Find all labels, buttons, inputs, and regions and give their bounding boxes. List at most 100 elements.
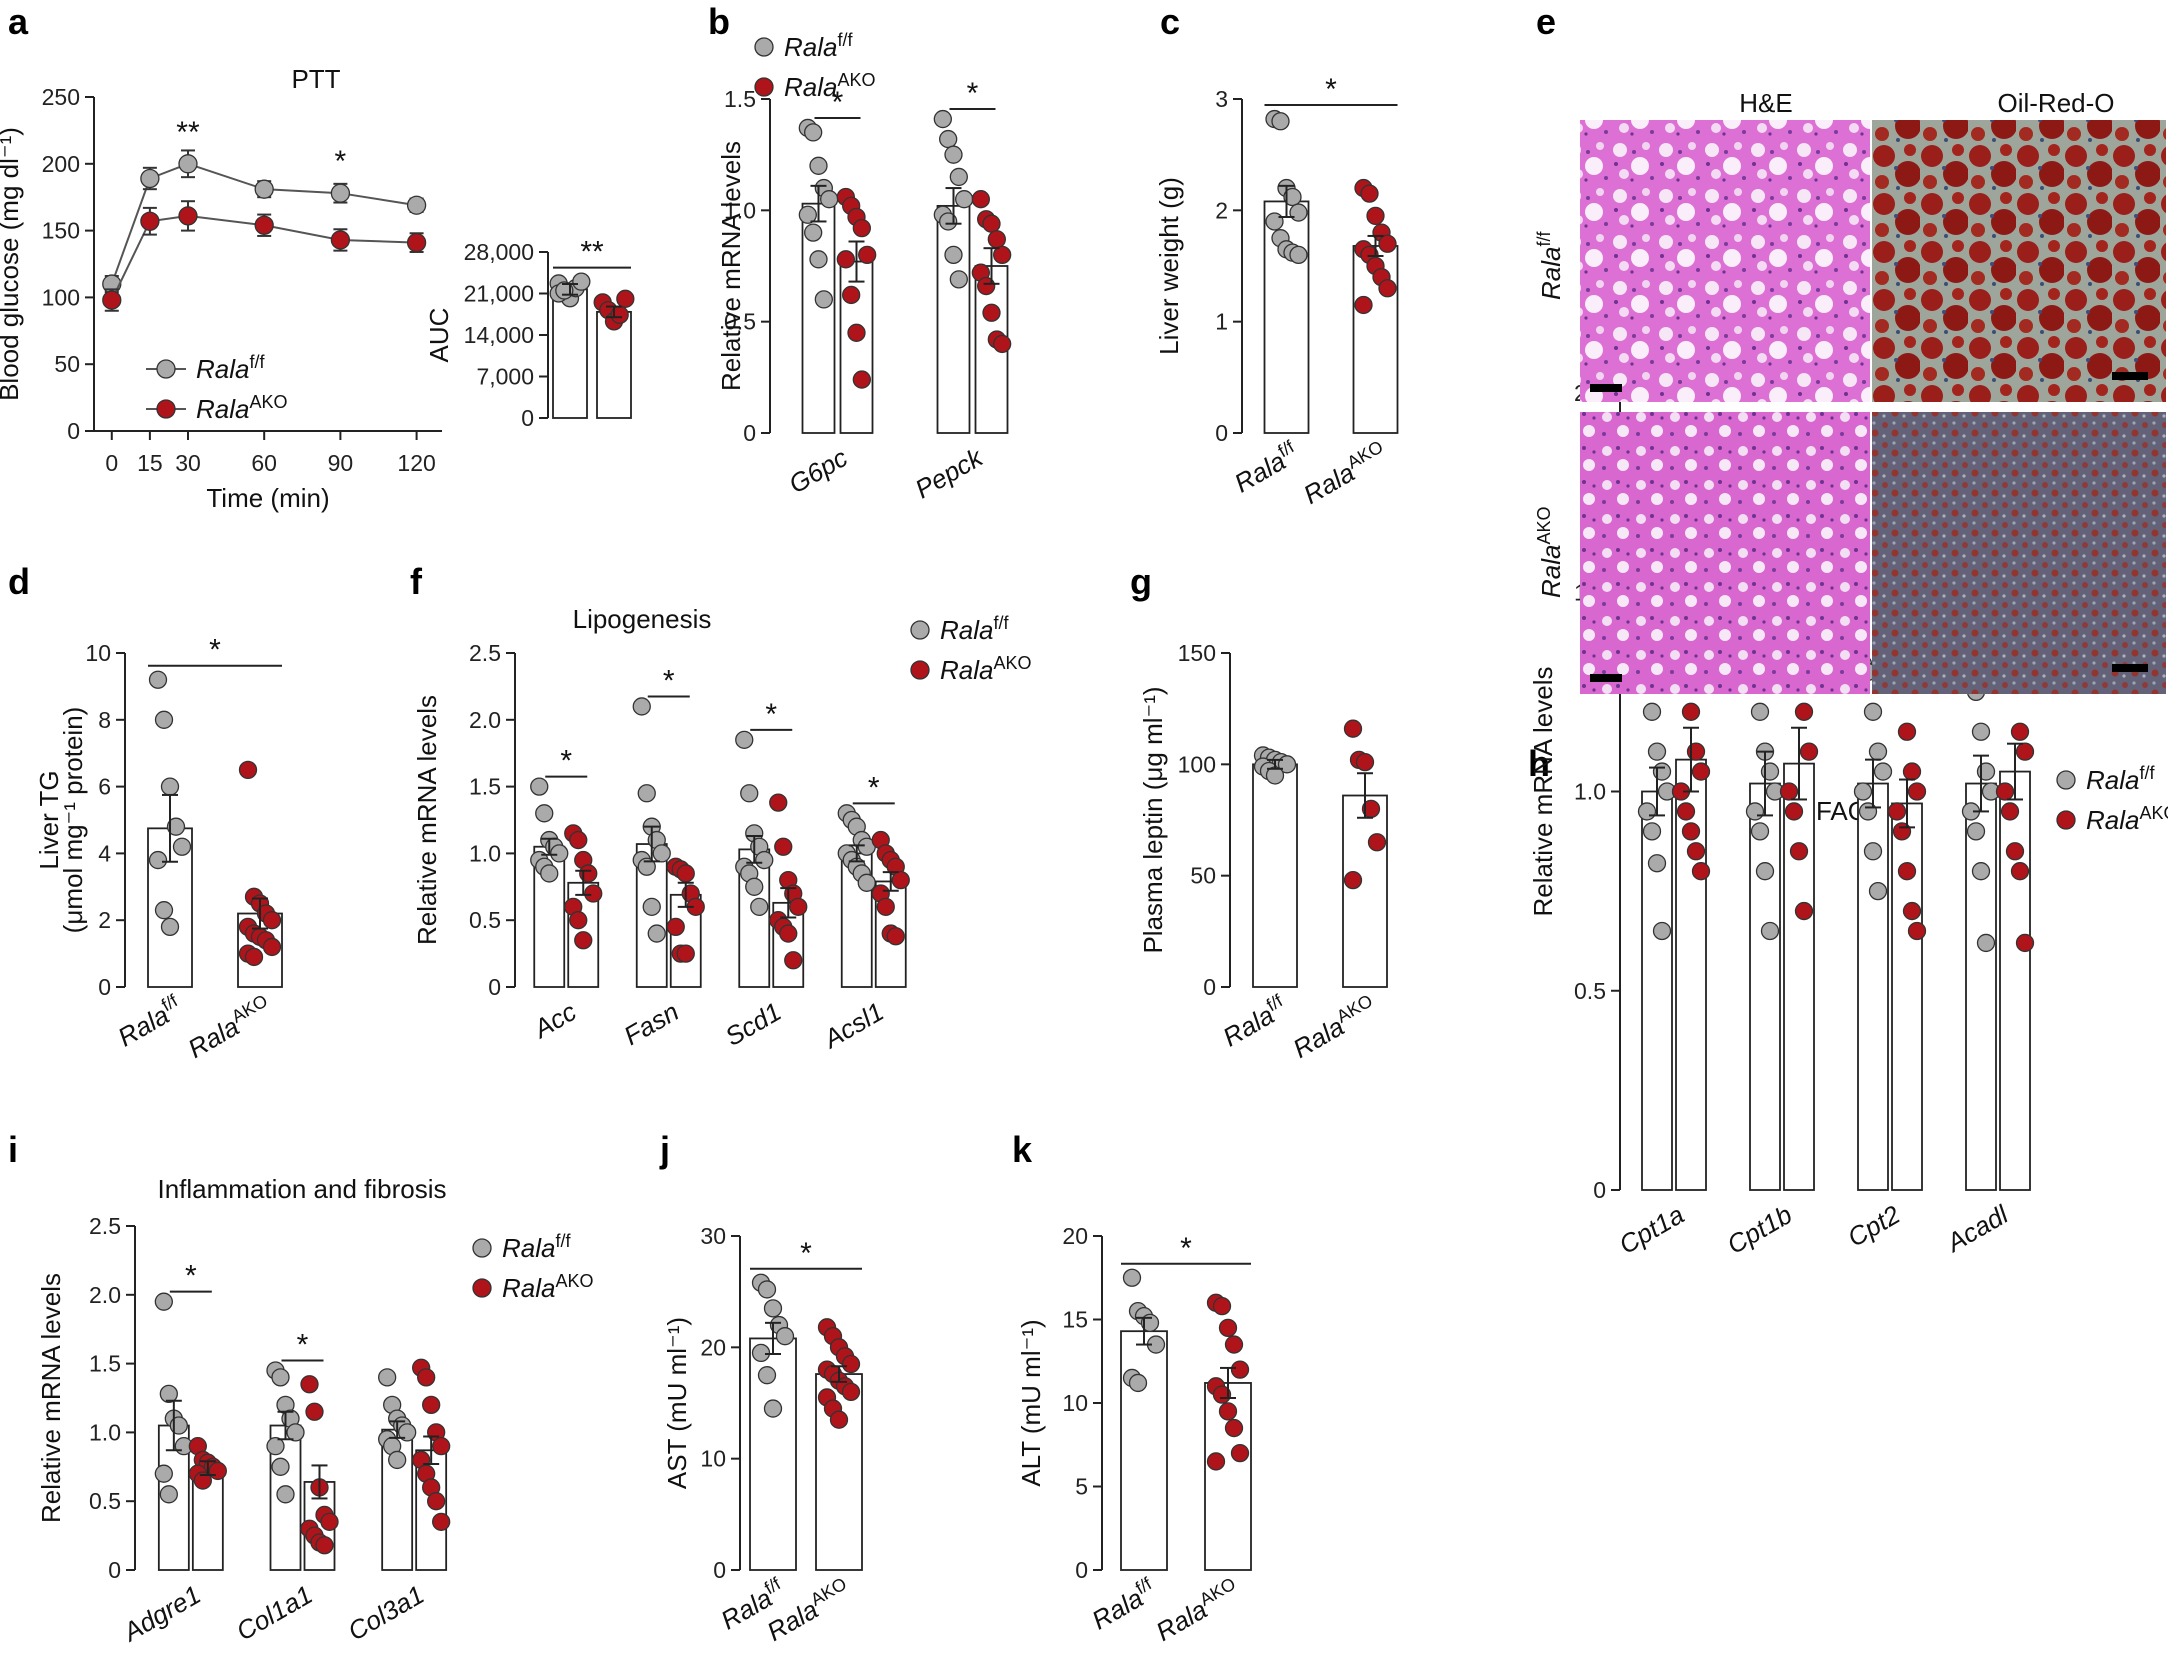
data-point [647, 924, 666, 943]
x-tick-label: 120 [397, 450, 435, 476]
significance-star: * [1180, 1232, 1192, 1265]
significance-star: * [663, 664, 675, 697]
data-point [1343, 719, 1363, 738]
data-point [933, 109, 952, 129]
data-point [1230, 1443, 1250, 1463]
data-point [159, 1384, 178, 1404]
data-point [993, 245, 1012, 265]
data-point [432, 1437, 451, 1456]
bar [1891, 802, 1923, 1191]
chart-g: g 0 50 100 150 Plasma leptin (μg ml⁻¹) Ralaf/f… [1130, 561, 1388, 1064]
scale-bar [1590, 674, 1622, 682]
data-point [266, 1437, 285, 1456]
data-point [1218, 1402, 1238, 1421]
legend-label: RalaAKO [196, 392, 288, 424]
data-point [1760, 921, 1780, 941]
data-point [1902, 901, 1922, 921]
data-point [809, 156, 828, 175]
series-line [110, 162, 417, 285]
data-point [1283, 187, 1302, 207]
legend-label: Ralaf/f [502, 1231, 571, 1263]
scale-bar [1590, 384, 1622, 392]
y-tick-label: 0 [521, 405, 534, 431]
y-tick-label: 0.5 [89, 1488, 121, 1514]
x-tick-label: 60 [251, 450, 277, 476]
data-point [1907, 782, 1927, 801]
data-point [841, 1354, 861, 1374]
legend-label: Ralaf/f [196, 352, 265, 384]
y-tick-label: 150 [42, 218, 80, 244]
category-label: Acadl [1940, 1199, 2014, 1259]
data-point [971, 190, 990, 209]
data-point [160, 777, 180, 796]
data-point [154, 710, 174, 729]
data-point [422, 1395, 441, 1415]
category-label: Cpt1a [1614, 1199, 1689, 1260]
data-point [530, 777, 549, 796]
oro-title: Oil-Red-O [1997, 88, 2114, 118]
y-tick-label: 0 [1203, 974, 1216, 1000]
data-point [238, 760, 258, 780]
data-point [572, 272, 591, 291]
significance-star: * [560, 745, 572, 778]
data-point [1873, 762, 1893, 781]
legend-marker [910, 620, 930, 640]
data-point [1897, 862, 1917, 881]
data-point [1789, 842, 1809, 861]
y-tick-label: 4 [98, 840, 111, 866]
data-point [330, 183, 351, 203]
significance-star: ** [176, 116, 200, 149]
data-point [1637, 802, 1657, 821]
oro-image-ako [1872, 412, 2166, 694]
y-tick-label: 2.5 [469, 640, 501, 666]
data-point [814, 290, 833, 309]
category-label: Cpt1b [1722, 1199, 1797, 1260]
panel-letter: h [1528, 743, 1550, 784]
data-point [398, 1423, 417, 1442]
bar [1783, 762, 1815, 1191]
data-point [886, 927, 905, 946]
panel-letter: a [8, 1, 29, 42]
data-point [1691, 762, 1711, 781]
y-tick-label: 1.0 [1574, 779, 1606, 805]
oro-image-ff [1872, 120, 2166, 402]
data-point [1750, 702, 1770, 721]
data-point [178, 154, 198, 174]
data-point [939, 129, 958, 149]
data-point [1971, 722, 1991, 741]
data-point [2005, 842, 2025, 861]
bar [1749, 782, 1781, 1191]
data-point [779, 924, 798, 943]
data-point [676, 864, 695, 883]
data-point [330, 230, 351, 250]
data-point [949, 167, 968, 187]
data-point [315, 1536, 334, 1555]
data-point [1868, 881, 1888, 901]
significance-star: * [800, 1237, 812, 1270]
panel-letter: d [8, 561, 30, 602]
data-point [1691, 862, 1711, 881]
data-point [1794, 702, 1814, 721]
group-label: Ralaf/f [1086, 1573, 1162, 1635]
y-tick-label: 20 [1062, 1223, 1088, 1249]
legend-marker [156, 399, 176, 419]
data-point [1360, 184, 1379, 203]
bar [1342, 794, 1388, 988]
data-point [208, 1461, 227, 1481]
y-axis-label: Relative mRNA levels [1528, 667, 1558, 917]
category-label: Adgre1 [116, 1579, 205, 1648]
data-point [1966, 822, 1986, 841]
chart-b: b 0 0.5 1.0 1.5 Relative mRNA levels * G6pc * Pep… [708, 1, 1012, 504]
data-point [1224, 1335, 1244, 1354]
data-point [949, 270, 968, 289]
y-tick-label: 1 [1215, 309, 1228, 335]
data-point [982, 303, 1001, 322]
data-point [1686, 842, 1706, 861]
data-point [300, 1375, 319, 1394]
data-point [1902, 762, 1922, 781]
data-point [852, 218, 871, 238]
data-point [891, 870, 910, 890]
legend-marker [2056, 770, 2076, 790]
